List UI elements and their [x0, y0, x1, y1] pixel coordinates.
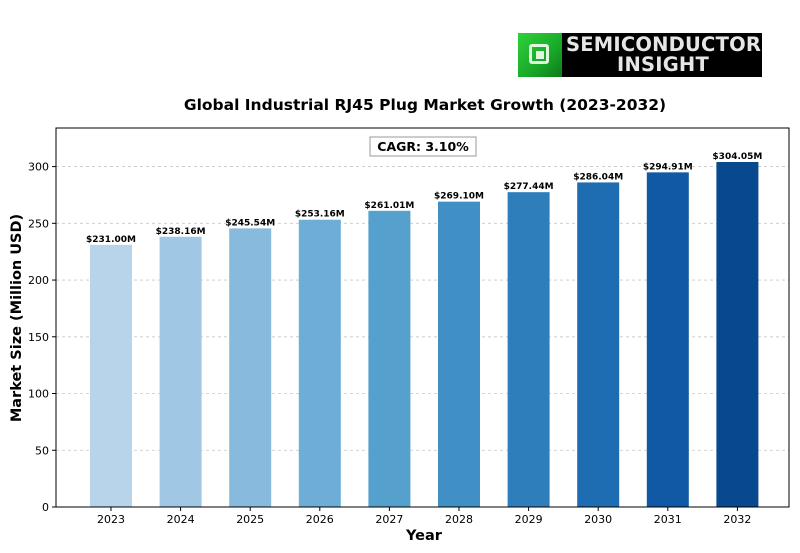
bar: [159, 236, 202, 508]
y-tick-label: 250: [28, 217, 49, 230]
plot-frame: [55, 127, 790, 508]
data-label: $231.00M: [86, 235, 136, 245]
x-tick-label: 2028: [445, 513, 473, 526]
bar: [229, 228, 272, 507]
cagr-label: CAGR: 3.10%: [377, 139, 469, 154]
data-label: $286.04M: [573, 172, 623, 182]
logo-line-1: SEMICONDUCTOR: [566, 33, 762, 56]
bar: [298, 219, 341, 507]
bar: [646, 172, 689, 507]
y-axis: 0 50 100 150 200 250 300: [28, 161, 56, 514]
x-tick-label: 2024: [167, 513, 195, 526]
x-tick-label: 2031: [654, 513, 682, 526]
x-tick-label: 2032: [723, 513, 751, 526]
data-label: $253.16M: [295, 210, 345, 220]
data-label: $261.01M: [364, 201, 414, 211]
y-tick-label: 100: [28, 388, 49, 401]
bar: [438, 201, 480, 507]
data-label: $245.54M: [225, 218, 275, 228]
x-tick-label: 2027: [375, 513, 403, 526]
y-axis-label: Market Size (Million USD): [9, 214, 25, 422]
bar: [368, 210, 411, 507]
x-axis: 2023 2024 2025 2026 2027 2028 2029 2030 2031 2032: [97, 507, 751, 526]
x-tick-label: 2023: [97, 513, 125, 526]
y-tick-label: 0: [42, 501, 49, 514]
x-tick-label: 2025: [236, 513, 264, 526]
data-label: $277.44M: [504, 182, 554, 192]
bar: [577, 182, 620, 507]
x-axis-label: Year: [405, 528, 443, 544]
y-tick-label: 300: [28, 161, 49, 174]
logo-line-2: INSIGHT: [617, 53, 709, 76]
x-tick-label: 2029: [515, 513, 543, 526]
y-tick-label: 50: [35, 444, 49, 457]
bar: [90, 244, 132, 507]
chart-title: Global Industrial RJ45 Plug Market Growt…: [184, 96, 666, 114]
x-tick-label: 2026: [306, 513, 334, 526]
cagr-box: [369, 136, 477, 157]
x-tick-label: 2030: [584, 513, 612, 526]
brand-logo: SEMICONDUCTOR INSIGHT: [518, 33, 762, 77]
data-label: $238.16M: [156, 227, 206, 237]
y-tick-label: 200: [28, 274, 49, 287]
bar: [507, 192, 550, 507]
data-label: $269.10M: [434, 192, 484, 202]
data-labels: $231.00M $238.16M $245.54M $253.16M $261.01M…: [86, 152, 762, 245]
cagr-annotation: CAGR: 3.10%: [369, 136, 477, 157]
y-tick-label: 150: [28, 331, 49, 344]
bar: [716, 161, 759, 508]
bars: [90, 161, 759, 508]
data-label: $294.91M: [643, 162, 693, 172]
chip-icon: [518, 33, 562, 77]
data-label: $304.05M: [712, 152, 762, 162]
